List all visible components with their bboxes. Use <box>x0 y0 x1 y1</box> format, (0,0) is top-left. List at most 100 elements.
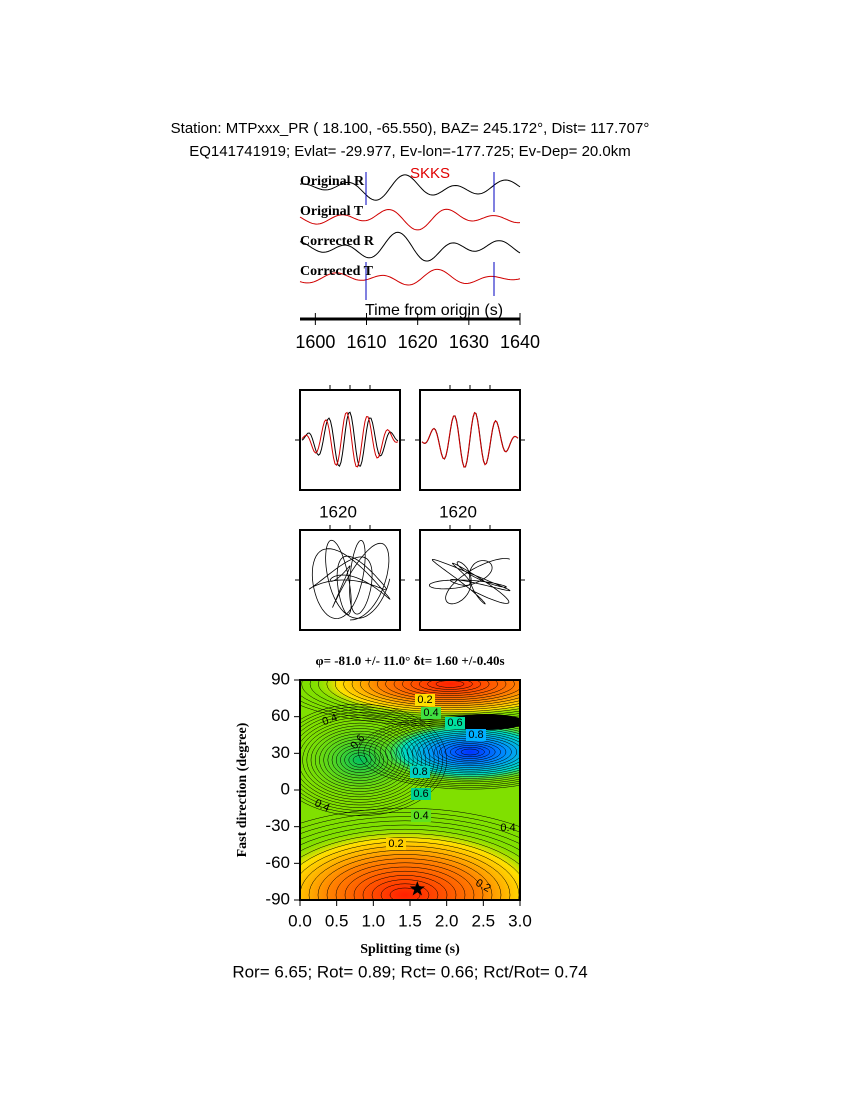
contour-line <box>395 727 520 777</box>
contour-label: 0.6 <box>447 717 462 729</box>
y-tick-label: 30 <box>271 743 290 762</box>
contour-label: 0.4 <box>413 810 428 822</box>
contour-line <box>300 833 520 866</box>
x-tick-label: 2.5 <box>472 911 496 930</box>
contour-line <box>344 866 466 900</box>
label-box <box>411 788 431 800</box>
x-tick-label: 1.0 <box>362 911 386 930</box>
y-axis-label: Fast direction (degree) <box>235 722 250 857</box>
contour-line <box>323 736 397 784</box>
label-box <box>445 717 465 729</box>
contour-line <box>444 743 496 761</box>
contour-fill <box>300 825 520 900</box>
contour-line <box>300 703 448 817</box>
x-tick-label: 1600 <box>295 332 335 352</box>
contour-line <box>300 712 435 808</box>
contour-line <box>393 680 507 698</box>
trace-label: Corrected T <box>300 264 374 279</box>
waveform <box>301 411 399 468</box>
contour-line <box>374 719 520 785</box>
waveform <box>299 231 521 262</box>
x-tick-label: 1610 <box>346 332 386 352</box>
contour-line <box>368 680 520 704</box>
waveform <box>299 268 521 286</box>
contour-line <box>351 680 520 709</box>
footer: Ror= 6.65; Rot= 0.89; Rct= 0.66; Rct/Rot… <box>232 962 587 981</box>
contour-label: 0.2 <box>388 838 403 850</box>
contour-line <box>300 717 427 803</box>
contour-line <box>439 741 501 763</box>
contour-line <box>334 680 520 713</box>
contour-line <box>319 733 401 787</box>
header-line: Station: MTPxxx_PR ( 18.100, -65.550), B… <box>171 120 650 137</box>
contour-line <box>300 709 439 811</box>
trace-label: Original T <box>300 204 364 219</box>
x-tick-label: 3.0 <box>508 911 532 930</box>
contour-line <box>300 837 520 876</box>
contour-line <box>335 862 475 900</box>
y-tick-label: 0 <box>281 779 290 798</box>
contour-line <box>455 746 485 758</box>
x-axis-label: Splitting time (s) <box>360 942 460 957</box>
contour-line <box>302 722 418 798</box>
waveform <box>301 411 399 468</box>
contour-line <box>418 680 482 692</box>
contour-line <box>306 725 414 795</box>
waveform-panel <box>299 172 521 300</box>
contour-line <box>389 887 421 900</box>
y-tick-label: -60 <box>265 853 290 872</box>
contour-line <box>363 716 520 788</box>
contour-line <box>318 680 520 717</box>
contour-line <box>449 745 491 759</box>
contour-line <box>314 730 406 790</box>
tick-label: 1620 <box>319 502 357 521</box>
x-tick-label: 1.5 <box>398 911 422 930</box>
contour-label: 0.8 <box>468 729 483 741</box>
contour-line <box>371 879 439 900</box>
header-line: EQ141741919; Evlat= -29.977, Ev-lon=-177… <box>189 143 631 160</box>
contour-line <box>385 680 515 700</box>
contour-line <box>410 680 490 694</box>
label-box <box>410 766 430 778</box>
y-tick-label: 90 <box>271 669 290 688</box>
contour-title: φ= -81.0 +/- 11.0° δt= 1.60 +/-0.40s <box>315 653 504 668</box>
particle-motion <box>429 558 511 605</box>
particle-motion <box>309 539 391 621</box>
contour-line <box>362 875 448 900</box>
contour-line <box>340 747 380 773</box>
contour-line <box>335 744 385 776</box>
x-tick-label: 1620 <box>398 332 438 352</box>
label-box <box>466 729 486 741</box>
contour-line <box>376 680 520 702</box>
contour-line <box>300 816 520 839</box>
tick-label: 1620 <box>439 502 477 521</box>
contour-line <box>300 807 520 828</box>
contour-line <box>380 883 430 900</box>
x-tick-label: 1630 <box>449 332 489 352</box>
phase-label: SKKS <box>410 165 450 182</box>
contour-line <box>360 680 520 707</box>
contour-line <box>348 752 372 768</box>
contour-line <box>300 828 520 858</box>
x-axis-label: Time from origin (s) <box>365 302 503 319</box>
contour-line <box>343 680 520 711</box>
waveform <box>299 208 521 231</box>
contour-line <box>300 720 422 800</box>
trace-label: Original R <box>300 174 365 189</box>
label-box <box>386 838 406 850</box>
contour-line <box>300 812 520 833</box>
label-box <box>411 810 431 822</box>
contour-line <box>427 680 473 690</box>
contour-label: 0.4 <box>500 822 515 834</box>
contour-line <box>402 680 498 696</box>
waveform <box>421 411 519 468</box>
contour-line <box>390 725 520 779</box>
contour-label: 0.6 <box>413 788 428 800</box>
contour-line <box>358 714 520 790</box>
panel-frame <box>299 389 401 491</box>
contour-line <box>353 870 457 900</box>
label-box <box>421 707 441 719</box>
x-tick-label: 0.5 <box>325 911 349 930</box>
contour-label: 0.8 <box>412 766 427 778</box>
